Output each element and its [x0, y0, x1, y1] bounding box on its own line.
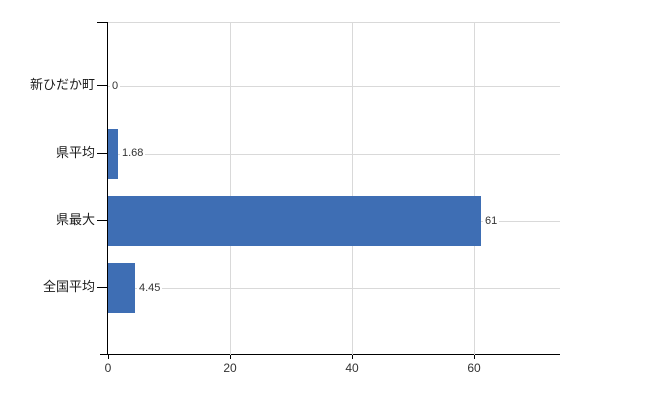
x-tick-mark: [474, 355, 475, 359]
bar: [108, 196, 481, 246]
x-tick-mark: [230, 355, 231, 359]
row-gridline: [108, 288, 560, 289]
category-label: 県最大: [55, 212, 95, 227]
row-gridline: [108, 154, 560, 155]
y-axis-top-tick: [97, 22, 108, 23]
y-tick-mark: [97, 287, 107, 288]
bar: [108, 129, 118, 179]
x-tick-label: 20: [223, 361, 237, 375]
y-axis-line: [107, 22, 108, 355]
value-label: 4.45: [137, 281, 163, 296]
category-label: 県平均: [55, 145, 95, 160]
y-tick-mark: [97, 220, 107, 221]
x-tick-mark: [108, 355, 109, 359]
x-axis-line: [100, 354, 560, 355]
row-gridline: [108, 86, 560, 87]
value-label: 1.68: [120, 146, 146, 161]
x-tick-label: 40: [345, 361, 359, 375]
x-gridline: [474, 23, 475, 355]
x-tick-label: 0: [104, 361, 112, 375]
x-gridline: [230, 23, 231, 355]
value-label: 0: [110, 79, 121, 94]
x-gridline: [352, 23, 353, 355]
category-label: 新ひだか町: [29, 77, 95, 92]
category-label: 全国平均: [42, 279, 95, 294]
value-label: 61: [483, 214, 500, 229]
bar: [108, 263, 135, 313]
x-tick-label: 60: [467, 361, 481, 375]
y-tick-mark: [97, 153, 107, 154]
plot-area: 0 1.68 61 4.45: [108, 22, 560, 355]
x-tick-mark: [352, 355, 353, 359]
y-tick-mark: [97, 85, 107, 86]
